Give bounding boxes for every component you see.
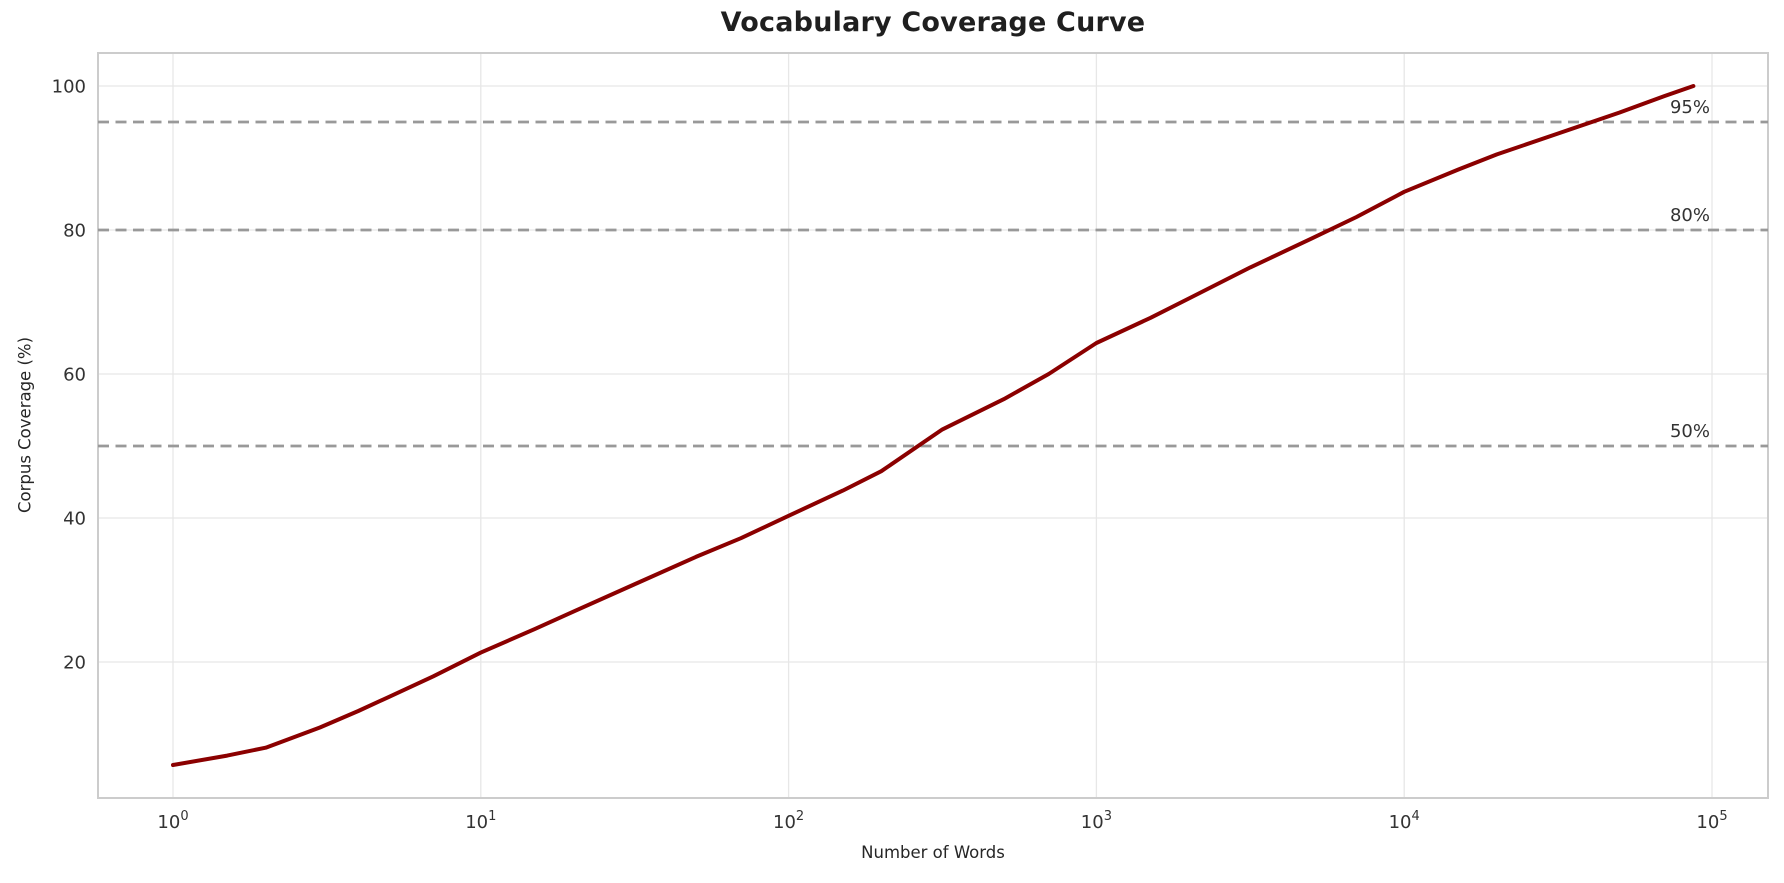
threshold-label-95: 95% [1670,97,1710,118]
plot-border [97,52,1769,799]
y-tick-label: 80 [63,221,86,242]
y-tick-label: 60 [63,365,86,386]
coverage-curve [171,84,1696,767]
y-tick-label: 20 [63,653,86,674]
x-tick-label: 104 [1389,809,1420,833]
x-tick-label: 100 [157,809,188,833]
x-tick-label: 105 [1696,809,1727,833]
x-tick-label: 103 [1081,809,1112,833]
y-tick-label: 100 [52,77,86,98]
x-tick-label: 102 [773,809,804,833]
x-axis-label: Number of Words [861,843,1005,862]
threshold-label-50: 50% [1670,421,1710,442]
y-tick-label: 40 [63,509,86,530]
threshold-label-80: 80% [1670,205,1710,226]
chart-title: Vocabulary Coverage Curve [720,7,1146,38]
x-tick-label: 101 [465,809,496,833]
